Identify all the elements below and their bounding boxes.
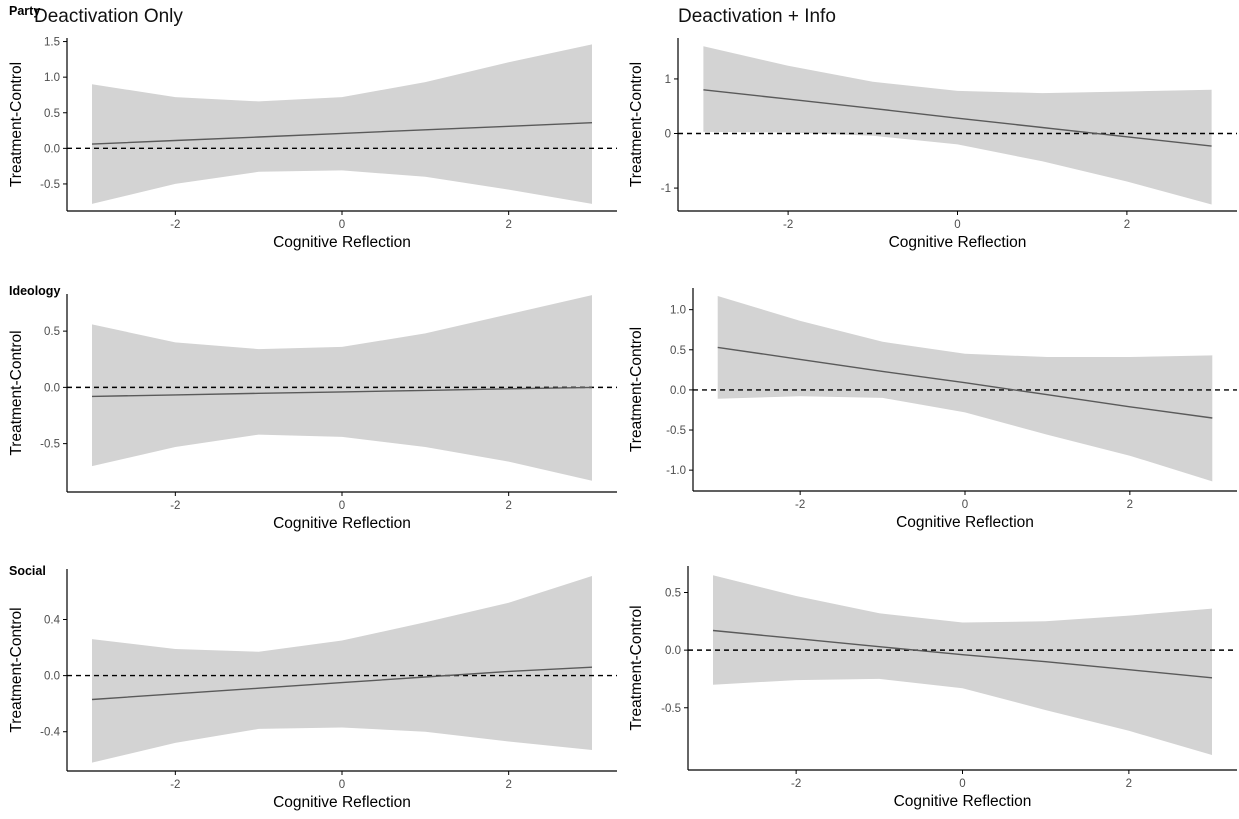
y-axis-title: Treatment-Control — [628, 327, 645, 452]
x-tick-label: 2 — [1124, 219, 1130, 231]
y-tick-label: -1.0 — [666, 465, 686, 477]
chart-ideology-deactivation-only: -2 0 2 -0.5 0.0 0.5 Cognitive Reflection Treatm… — [8, 294, 617, 532]
estimate-line — [91, 122, 593, 145]
y-tick-label: 0.0 — [44, 143, 60, 155]
row-label-party: Party — [9, 4, 41, 18]
estimate-line — [91, 666, 593, 701]
y-tick-label: -0.5 — [661, 703, 681, 715]
y-tick-label: 0.5 — [670, 345, 686, 357]
y-tick-label: -0.5 — [40, 179, 60, 191]
chart-party-deactivation-info: -2 0 2 -1 0 1 Cognitive Reflection Treatment-Co… — [628, 38, 1237, 251]
y-tick-label: 0.5 — [665, 588, 681, 600]
x-tick-label: -2 — [795, 499, 805, 511]
y-tick-label: 0.4 — [44, 615, 61, 627]
chart-social-deactivation-only: -2 0 2 -0.4 0.0 0.4 Cognitive Reflection Treatm… — [8, 569, 617, 811]
y-tick-label: 0.5 — [44, 108, 60, 120]
x-tick-label: 2 — [505, 500, 511, 512]
x-tick-label: -2 — [170, 219, 180, 231]
confidence-ribbon — [717, 296, 1213, 482]
x-axis-title: Cognitive Reflection — [894, 793, 1032, 810]
x-tick-label: 0 — [962, 499, 968, 511]
x-tick-label: 0 — [339, 779, 345, 791]
y-tick-label: 1 — [665, 74, 671, 86]
x-tick-label: 0 — [959, 778, 965, 790]
x-tick-label: -2 — [783, 219, 793, 231]
y-axis-title: Treatment-Control — [8, 62, 25, 187]
x-tick-label: 2 — [1126, 778, 1132, 790]
x-tick-label: 2 — [505, 219, 511, 231]
chart-ideology-deactivation-info: -2 0 2 -1.0 -0.5 0.0 0.5 1.0 Cognitive Reflectio… — [628, 288, 1237, 531]
column-title-deactivation-info: Deactivation + Info — [678, 6, 836, 27]
x-axis-title: Cognitive Reflection — [889, 234, 1027, 251]
y-tick-label: 0.0 — [670, 385, 686, 397]
x-tick-label: -2 — [170, 779, 180, 791]
y-tick-label: -0.4 — [40, 727, 60, 739]
chart-social-deactivation-info: -2 0 2 -0.5 0.0 0.5 Cognitive Reflection Treatm… — [628, 566, 1237, 810]
x-tick-label: 0 — [339, 219, 345, 231]
confidence-ribbon — [92, 576, 592, 763]
confidence-ribbon — [713, 575, 1212, 755]
y-axis-title: Treatment-Control — [628, 605, 645, 730]
y-tick-label: -1 — [661, 183, 671, 195]
row-label-ideology: Ideology — [9, 284, 61, 298]
chart-party-deactivation-only: -2 0 2 -0.5 0.0 0.5 1.0 1.5 Cognitive Reflection… — [8, 37, 617, 251]
row-label-social: Social — [9, 564, 46, 578]
x-axis-title: Cognitive Reflection — [896, 514, 1034, 531]
x-axis-title: Cognitive Reflection — [273, 515, 411, 532]
y-axis-title: Treatment-Control — [628, 62, 645, 187]
x-tick-label: 0 — [954, 219, 960, 231]
y-tick-label: 1.5 — [44, 37, 60, 49]
confidence-ribbon — [92, 44, 592, 204]
estimate-line — [712, 629, 1213, 679]
column-title-deactivation-only: Deactivation Only — [34, 6, 183, 27]
y-axis-title: Treatment-Control — [8, 607, 25, 732]
y-tick-label: 0.0 — [44, 671, 60, 683]
x-tick-label: 0 — [339, 500, 345, 512]
x-axis-title: Cognitive Reflection — [273, 234, 411, 251]
x-tick-label: 2 — [505, 779, 511, 791]
x-tick-label: -2 — [791, 778, 801, 790]
x-tick-label: -2 — [170, 500, 180, 512]
x-tick-label: 2 — [1127, 499, 1133, 511]
y-tick-label: 1.0 — [670, 305, 686, 317]
y-tick-label: 1.0 — [44, 72, 60, 84]
estimate-line — [91, 386, 593, 398]
y-tick-label: -0.5 — [666, 425, 686, 437]
estimate-line — [717, 346, 1213, 419]
y-tick-label: 0 — [665, 129, 671, 141]
y-axis-title: Treatment-Control — [8, 330, 25, 455]
x-axis-title: Cognitive Reflection — [273, 794, 411, 811]
confidence-ribbon — [703, 46, 1212, 205]
y-tick-label: -0.5 — [40, 439, 60, 451]
estimate-line — [703, 89, 1212, 147]
y-tick-label: 0.0 — [665, 645, 681, 657]
y-tick-label: 0.0 — [44, 382, 60, 394]
y-tick-label: 0.5 — [44, 326, 60, 338]
